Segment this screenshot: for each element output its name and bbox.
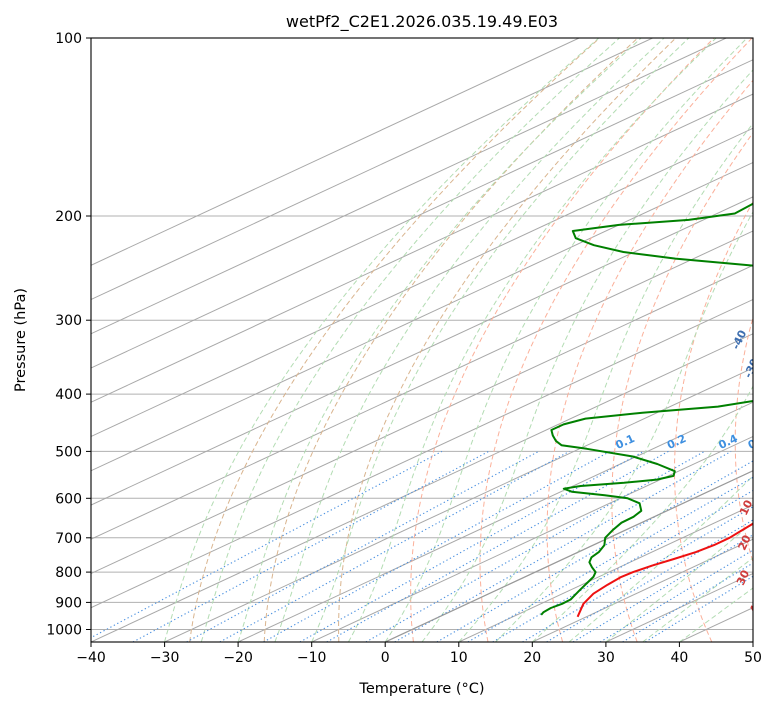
moist-adiabat-line [164,38,600,642]
dry-adiabat-line [734,315,753,564]
chart-title: wetPf2_C2E1.2026.035.19.49.E03 [286,12,558,32]
y-tick-label: 200 [55,209,82,225]
dewpoint-profile-line [540,202,753,616]
moist-adiabat-line [421,69,753,642]
mixing-ratio-line [186,450,539,642]
x-tick-label: −10 [297,650,327,666]
y-tick-label: 600 [55,491,82,507]
x-tick-label: −20 [223,650,253,666]
dry-adiabat-line [189,38,600,642]
isotherm-line [91,38,727,335]
isotherm-label: 10 [737,498,755,518]
y-tick-label: 300 [55,313,82,329]
mixing-ratio-line [219,450,570,642]
x-tick-label: −40 [76,650,106,666]
isotherm-line [91,264,753,575]
moist-adiabat-line [458,122,753,642]
y-tick-label: 1000 [46,623,82,639]
isotherm-label: 40 [747,596,765,616]
dry-adiabat-line [546,79,753,642]
y-axis-label: Pressure (hPa) [13,288,29,392]
isotherm-label: 20 [736,533,754,553]
dry-adiabat-line [611,132,753,642]
moist-adiabat-line [495,210,753,642]
y-tick-label: 900 [55,595,82,611]
mixing-ratio-line [91,450,443,639]
isotherm-line [91,38,653,301]
isotherm-line [91,38,580,266]
isotherm-line [458,504,753,642]
x-tick-label: 10 [450,650,468,666]
isotherm-line [91,196,753,506]
x-tick-label: 40 [670,650,688,666]
moist-adiabat-line [531,385,753,642]
plot-frame [90,37,754,643]
isotherm-line [91,59,753,369]
isotherm-line [532,538,753,642]
mixing-ratio-label: 0.6 [746,432,769,452]
dry-adiabat-line [338,38,677,642]
y-tick-label: 800 [55,565,82,581]
moist-adiabat-line [237,38,642,642]
x-tick-label: 20 [523,650,541,666]
isotherm-line [91,298,753,609]
isotherm-line [311,435,753,642]
moist-adiabat-line [200,38,620,642]
moist-adiabat-line [347,38,717,642]
mixing-ratio-line [132,450,489,642]
moist-adiabat-line [384,38,748,642]
freezing-isotherm-line [384,470,753,642]
moist-adiabat-line [274,38,665,642]
mixing-ratio-line [522,506,753,642]
isotherm-line [91,161,753,472]
mixing-ratio-line [467,476,753,642]
isotherm-line [91,127,753,438]
y-tick-label: 400 [55,387,82,403]
mixing-ratio-line [326,450,669,642]
isotherm-line [91,230,753,540]
moist-adiabat-line [605,521,753,642]
y-tick-label: 100 [55,31,82,47]
x-tick-label: 30 [597,650,615,666]
mixing-ratio-line [299,450,644,642]
x-axis-label: Temperature (°C) [358,681,484,697]
isotherm-label: 30 [734,568,752,588]
x-tick-label: 50 [744,650,762,666]
dry-adiabat-line [410,38,715,642]
y-tick-label: 700 [55,531,82,547]
x-tick-label: 0 [381,650,390,666]
x-tick-label: −30 [150,650,180,666]
isotherm-line [91,93,753,403]
isotherm-line [164,367,753,642]
dry-adiabat-line [673,200,753,642]
temperature-profile-line [576,522,753,618]
isotherm-label: -30 [741,356,761,380]
isotherm-line [237,401,753,642]
y-tick-label: 500 [55,444,82,460]
moist-adiabat-line [311,38,690,642]
